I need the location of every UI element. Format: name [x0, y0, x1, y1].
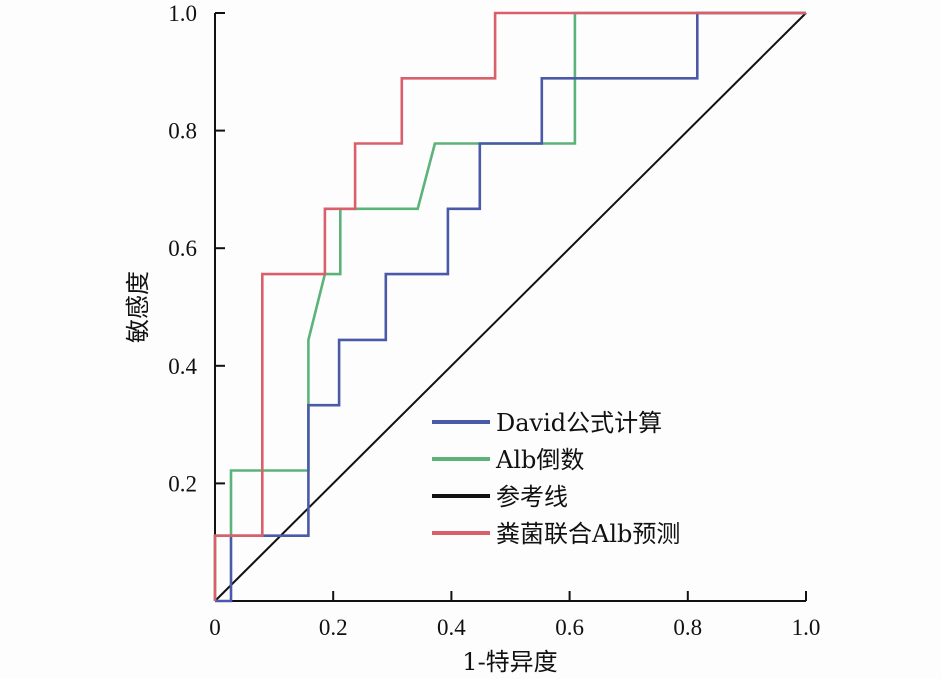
plot-area [213, 11, 807, 603]
legend-label-1: Alb倒数 [495, 446, 584, 474]
series-line-2 [214, 12, 807, 602]
x-axis-label: 1-特异度 [462, 648, 557, 676]
legend-label-2: 参考线 [496, 483, 568, 511]
series-line-3 [213, 11, 806, 601]
x-tick-label: 0.4 [437, 615, 466, 640]
x-tick-label: 0.8 [673, 615, 702, 640]
series-line-1 [213, 11, 806, 601]
y-axis-label: 敏感度 [124, 271, 152, 343]
y-tick-label: 0.2 [168, 471, 197, 496]
legend-label-0: David公式计算 [496, 409, 662, 437]
x-tick-label: 0 [209, 615, 221, 640]
y-tick-label: 0.4 [168, 354, 197, 379]
series-line-0 [215, 11, 806, 603]
legend-label-3: 粪菌联合Alb预测 [496, 520, 680, 548]
x-tick-label: 0.6 [555, 615, 584, 640]
x-tick-label: 1.0 [792, 615, 821, 640]
y-tick-label: 0.8 [168, 119, 197, 144]
axes: 0 0.2 0.4 0.6 0.8 1.0 0.2 0.4 0.6 0.8 1.0 [168, 1, 820, 640]
y-tick-label: 1.0 [168, 1, 197, 26]
y-tick-label: 0.6 [168, 236, 197, 261]
x-tick-label: 0.2 [319, 615, 348, 640]
